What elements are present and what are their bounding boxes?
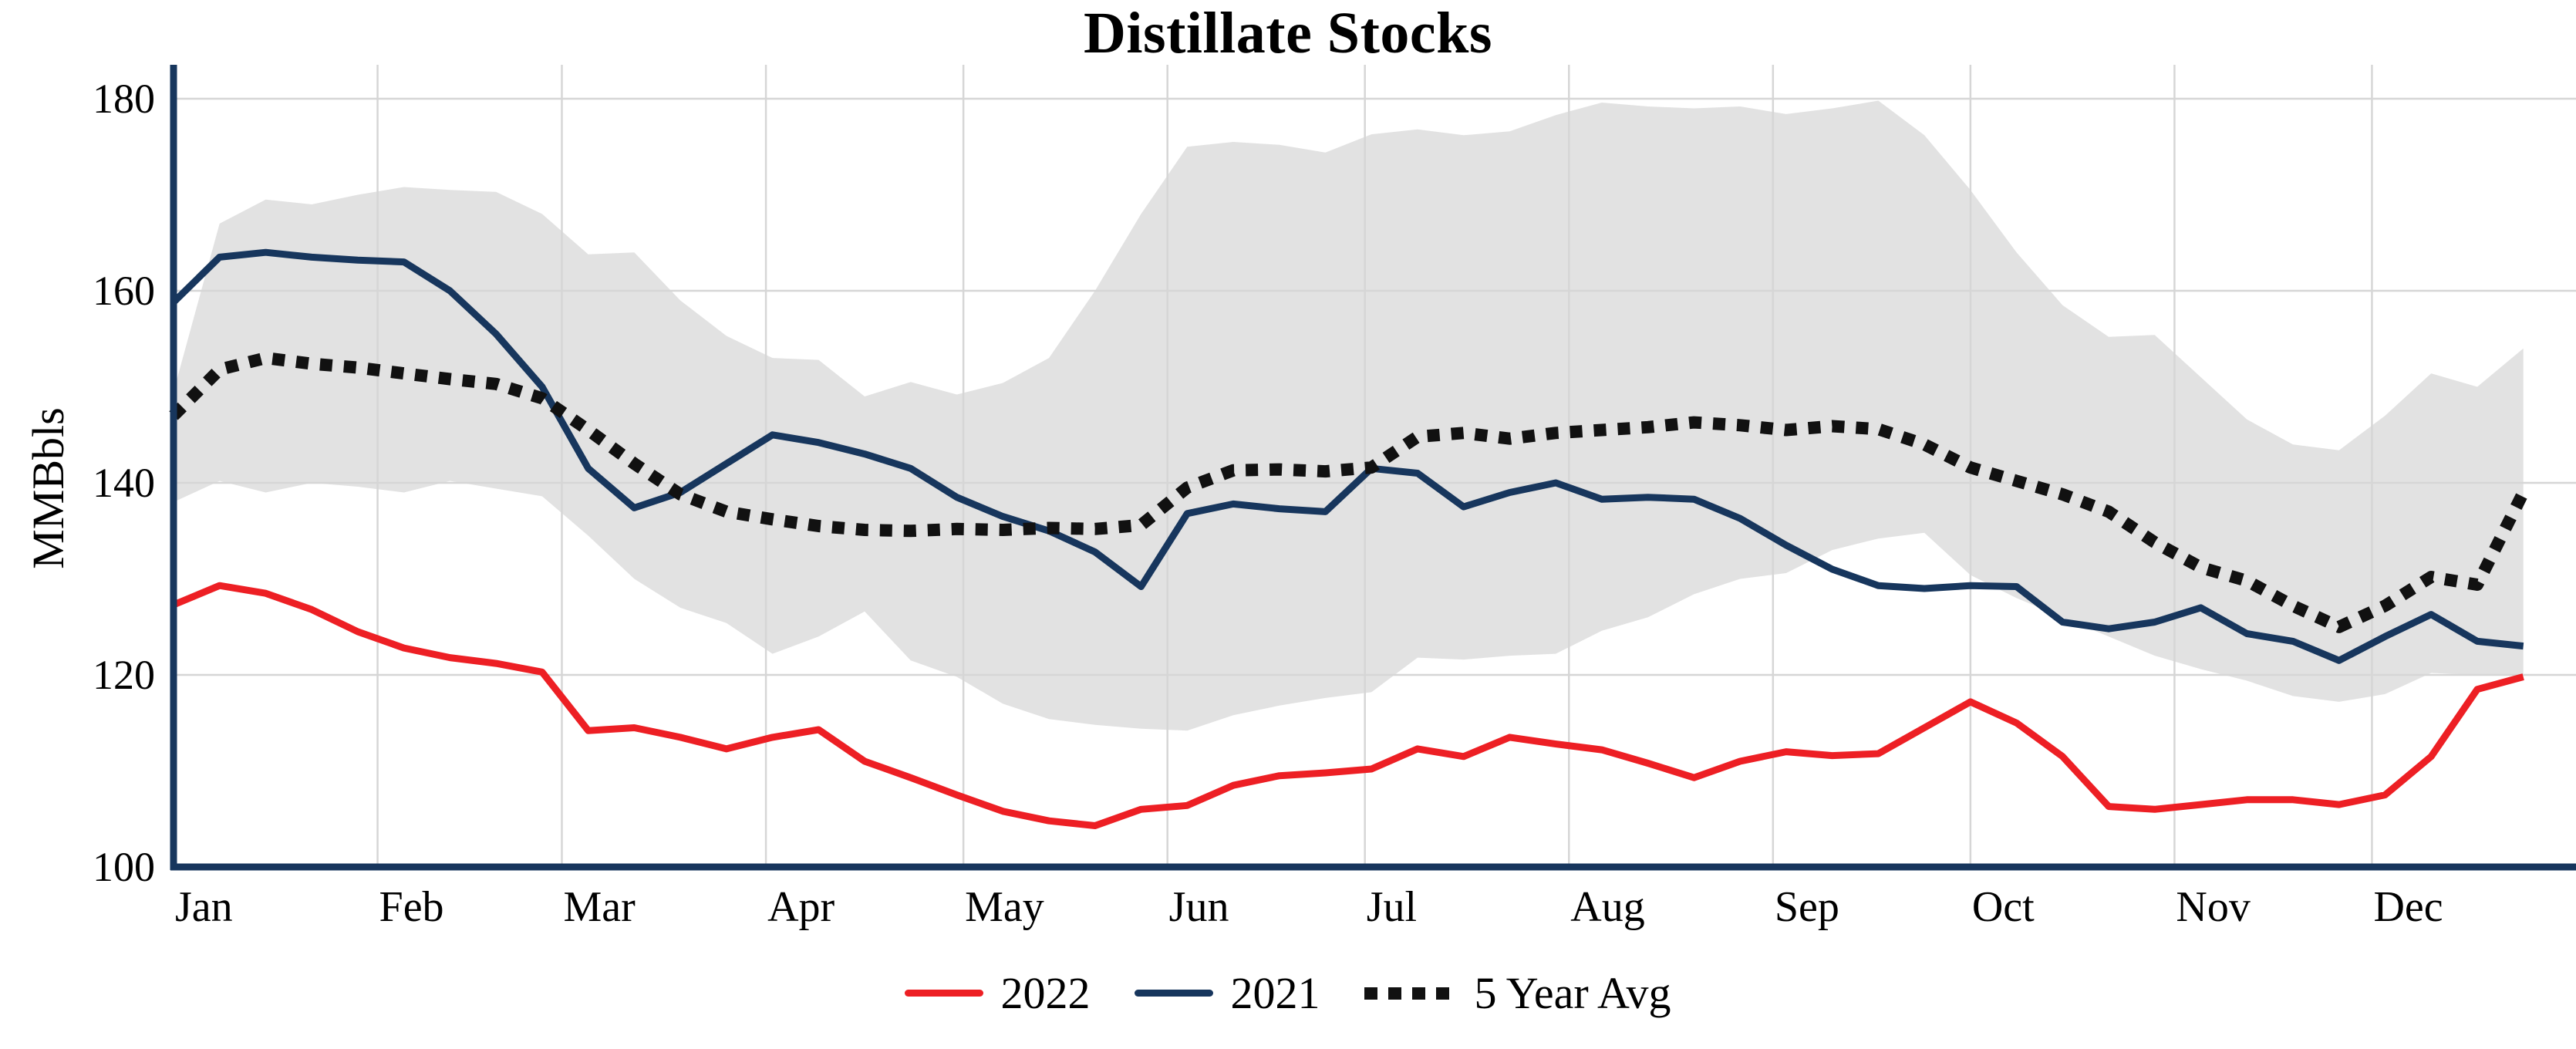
five-year-range-band [174,100,2524,731]
x-tick-label-May: May [965,883,1044,931]
series-5-year-avg-line [169,352,2529,633]
y-tick-label-160: 160 [93,268,155,314]
x-tick-label-Feb: Feb [379,883,444,931]
y-tick-label-140: 140 [93,460,155,506]
y-tick-label-180: 180 [93,76,155,122]
legend-item-2022: 2022 [905,967,1090,1019]
x-tick-label-Jun: Jun [1169,883,1229,931]
series-2022-line [172,582,2524,829]
chart-title: Distillate Stocks [1084,1,1492,66]
series-2021-line [170,248,2524,664]
x-tick-label-Aug: Aug [1570,883,1644,931]
x-tick-label-Nov: Nov [2176,883,2250,931]
x-tick-label-Dec: Dec [2373,883,2443,931]
x-tick-label-Mar: Mar [564,883,636,931]
x-tick-label-Sep: Sep [1775,883,1839,931]
x-tick-label-Jan: Jan [175,883,233,931]
legend-swatch-2022-line [905,990,984,997]
legend-label-5yr-avg: 5 Year Avg [1474,968,1671,1018]
y-tick-label-100: 100 [93,844,155,890]
legend-item-5yr-avg: 5 Year Avg [1364,967,1671,1019]
x-tick-label-Apr: Apr [767,883,835,931]
legend-swatch-5yr-avg-dotted-line [1364,987,1458,1000]
x-tick-label-Jul: Jul [1367,883,1417,931]
legend-label-2021: 2021 [1230,968,1320,1018]
legend-label-2022: 2022 [1000,968,1091,1018]
y-tick-label-120: 120 [93,652,155,698]
x-tick-label-Oct: Oct [1972,883,2035,931]
legend-item-2021: 2021 [1135,967,1320,1019]
legend: 2022 2021 5 Year Avg [0,967,2576,1019]
legend-swatch-2021-line [1135,990,1214,997]
